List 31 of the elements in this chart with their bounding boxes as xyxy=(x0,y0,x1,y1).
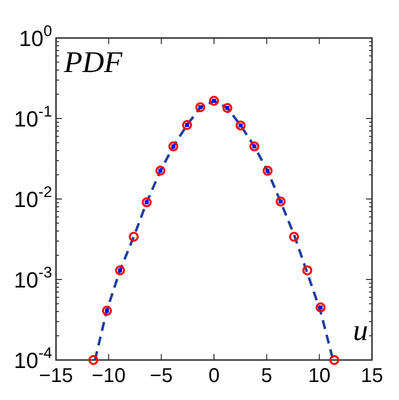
point xyxy=(182,120,192,130)
y-tick-label: 10$^{-3}$ xyxy=(14,264,52,292)
point xyxy=(102,306,112,316)
point xyxy=(115,265,126,276)
x-tick-label: 10 xyxy=(308,365,330,387)
y-tick-label: 10$^{0}$ xyxy=(18,22,52,51)
point xyxy=(155,166,166,176)
point xyxy=(195,102,206,112)
point xyxy=(88,355,98,365)
annotation: PDF xyxy=(63,46,123,79)
point xyxy=(222,103,232,114)
point xyxy=(168,141,178,152)
point xyxy=(142,197,152,208)
y-tick-label: 10$^{-2}$ xyxy=(14,184,52,212)
point xyxy=(276,196,286,207)
x-tick-label: 15 xyxy=(360,365,384,387)
point xyxy=(209,96,219,106)
point xyxy=(262,166,273,176)
point xyxy=(316,302,326,312)
y-tick-label: 10$^{-1}$ xyxy=(14,103,52,132)
x-tick-label: −10 xyxy=(92,365,126,387)
x-tick-label: 0 xyxy=(208,365,220,387)
x-tick-label: 5 xyxy=(261,365,272,387)
point xyxy=(236,120,246,130)
x-tick-label: −5 xyxy=(150,365,173,387)
point xyxy=(249,141,260,152)
annotation: u xyxy=(353,314,368,347)
point xyxy=(329,355,340,365)
point xyxy=(128,232,139,242)
point xyxy=(302,265,312,276)
point xyxy=(289,232,300,242)
